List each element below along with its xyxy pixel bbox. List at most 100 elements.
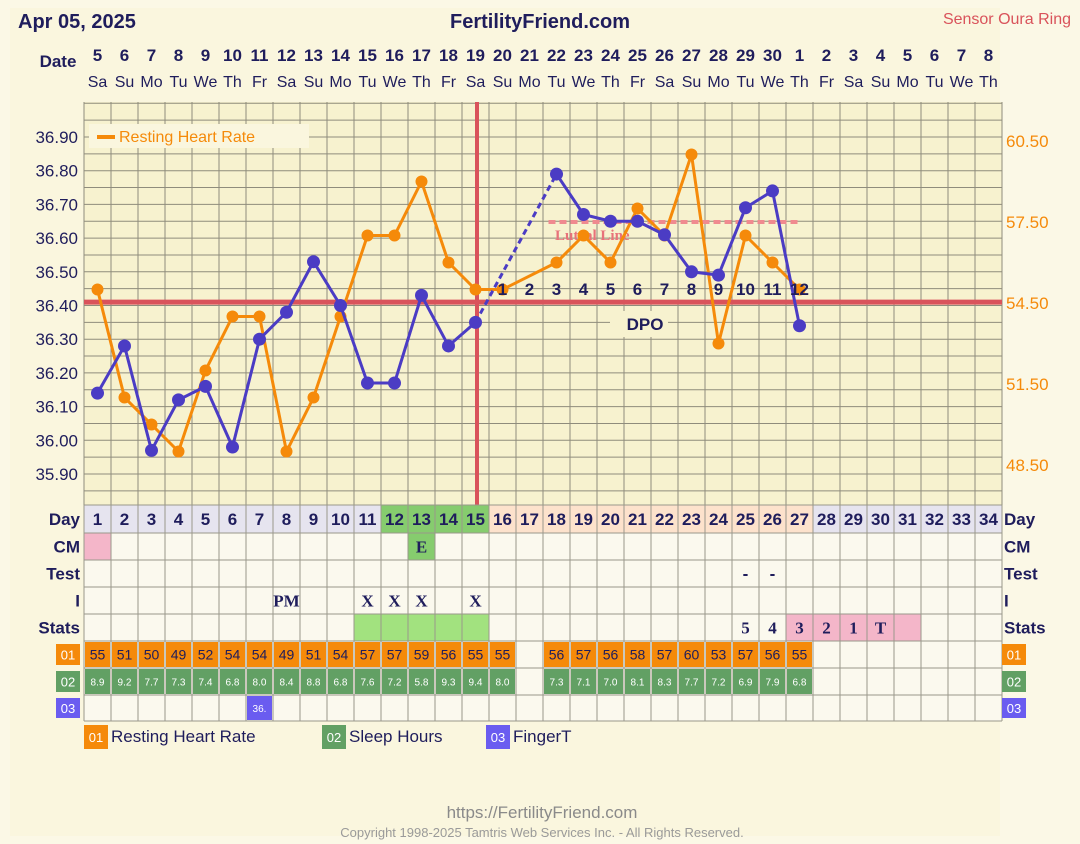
- y-left-tick: 36.00: [35, 431, 78, 450]
- rhr-value: 55: [792, 647, 808, 663]
- weekday-label: Sa: [88, 74, 108, 91]
- test-entry: -: [770, 565, 776, 584]
- code-label-rhr-right: 01: [1007, 648, 1021, 663]
- rhr-value: 56: [603, 647, 619, 663]
- date-number: 30: [763, 46, 782, 65]
- weekday-label: Sa: [466, 74, 486, 91]
- weekday-label: Fr: [630, 74, 646, 91]
- sleep-cell: [463, 669, 488, 694]
- sleep-cell: [625, 669, 650, 694]
- y-right-tick: 57.50: [1006, 213, 1049, 232]
- row-label-day: Day: [49, 510, 81, 529]
- sleep-value: 7.6: [361, 678, 375, 689]
- dpo-number: 8: [687, 280, 696, 299]
- date-number: 7: [957, 46, 966, 65]
- rhr-cell: [787, 642, 812, 667]
- dpo-number: 3: [552, 280, 561, 299]
- temp-point: [91, 386, 104, 400]
- sleep-cell: [301, 669, 326, 694]
- sleep-value: 8.0: [496, 678, 510, 689]
- cycle-day-number: 4: [174, 510, 184, 529]
- rhr-point: [577, 229, 590, 242]
- date-number: 8: [984, 46, 993, 65]
- cycle-day-number: 30: [871, 510, 890, 529]
- day-cell: [732, 505, 759, 533]
- code-box-rhr-right: [1002, 644, 1026, 665]
- weekday-label: Tu: [169, 74, 187, 91]
- day-cell: [165, 505, 192, 533]
- sleep-cell: [112, 669, 137, 694]
- day-cell: [975, 505, 1002, 533]
- day-cell: [327, 505, 354, 533]
- cycle-day-number: 20: [601, 510, 620, 529]
- y-left-tick: 36.40: [35, 297, 78, 316]
- sleep-value: 7.3: [172, 678, 186, 689]
- y-left-tick: 36.10: [35, 398, 78, 417]
- sleep-value: 6.8: [793, 678, 807, 689]
- sleep-cell: [193, 669, 218, 694]
- rhr-value: 54: [225, 647, 241, 663]
- code-label-rhr: 01: [61, 648, 75, 663]
- sleep-cell: [571, 669, 596, 694]
- dpo-number: 2: [525, 280, 534, 299]
- rhr-value: 59: [414, 647, 430, 663]
- y-right-tick: 60.50: [1006, 132, 1049, 151]
- cycle-day-number: 33: [952, 510, 971, 529]
- weekday-label: Su: [493, 74, 513, 91]
- rhr-point: [307, 391, 320, 404]
- date-number: 13: [304, 46, 323, 65]
- day-cell: [489, 505, 516, 533]
- cycle-day-number: 27: [790, 510, 809, 529]
- cycle-day-number: 9: [309, 510, 318, 529]
- sleep-cell: [220, 669, 245, 694]
- date-number: 8: [174, 46, 183, 65]
- sensor-label: Sensor Oura Ring: [943, 11, 1071, 28]
- temp-point: [118, 339, 131, 353]
- sleep-value: 7.7: [685, 678, 699, 689]
- weekday-label: Th: [412, 74, 431, 91]
- temp-point: [334, 299, 347, 312]
- weekday-label: We: [194, 74, 218, 91]
- cycle-day-number: 26: [763, 510, 782, 529]
- day-cell: [111, 505, 138, 533]
- rhr-point: [172, 445, 185, 458]
- sleep-cell: [598, 669, 623, 694]
- y-right-tick: 48.50: [1006, 456, 1049, 475]
- rhr-point: [280, 445, 293, 458]
- date-number: 24: [601, 46, 620, 65]
- temp-point: [145, 443, 158, 457]
- date-number: 15: [358, 46, 377, 65]
- rhr-cell: [598, 642, 623, 667]
- temp-point: [766, 184, 779, 198]
- rhr-cell: [760, 642, 785, 667]
- dpo-label-box: [610, 311, 668, 337]
- legend-code: 02: [327, 730, 341, 745]
- date-number: 25: [628, 46, 647, 65]
- rhr-value: 56: [549, 647, 565, 663]
- day-cell: [813, 505, 840, 533]
- rhr-cell: [355, 642, 380, 667]
- weekday-label: Th: [223, 74, 242, 91]
- rhr-legend-label: Resting Heart Rate: [119, 129, 255, 146]
- sleep-value: 8.0: [253, 678, 267, 689]
- temp-point: [577, 208, 590, 222]
- legend-label: Sleep Hours: [349, 727, 443, 746]
- sleep-cell: [85, 669, 110, 694]
- intercourse-entry: X: [388, 592, 401, 611]
- rhr-point: [442, 256, 455, 269]
- day-cell: [462, 505, 489, 533]
- sleep-cell: [760, 669, 785, 694]
- cycle-day-number: 7: [255, 510, 264, 529]
- y-right-tick: 54.50: [1006, 294, 1049, 313]
- y-right-tick: 51.50: [1006, 375, 1049, 394]
- cycle-day-number: 11: [359, 510, 377, 529]
- sleep-cell: [436, 669, 461, 694]
- temp-point: [388, 376, 401, 390]
- sleep-value: 7.2: [388, 678, 402, 689]
- weekday-label: Th: [979, 74, 998, 91]
- cm-entry: E: [416, 538, 427, 557]
- sleep-cell: [679, 669, 704, 694]
- temp-point: [793, 319, 806, 333]
- row-label-stats: Stats: [38, 619, 80, 638]
